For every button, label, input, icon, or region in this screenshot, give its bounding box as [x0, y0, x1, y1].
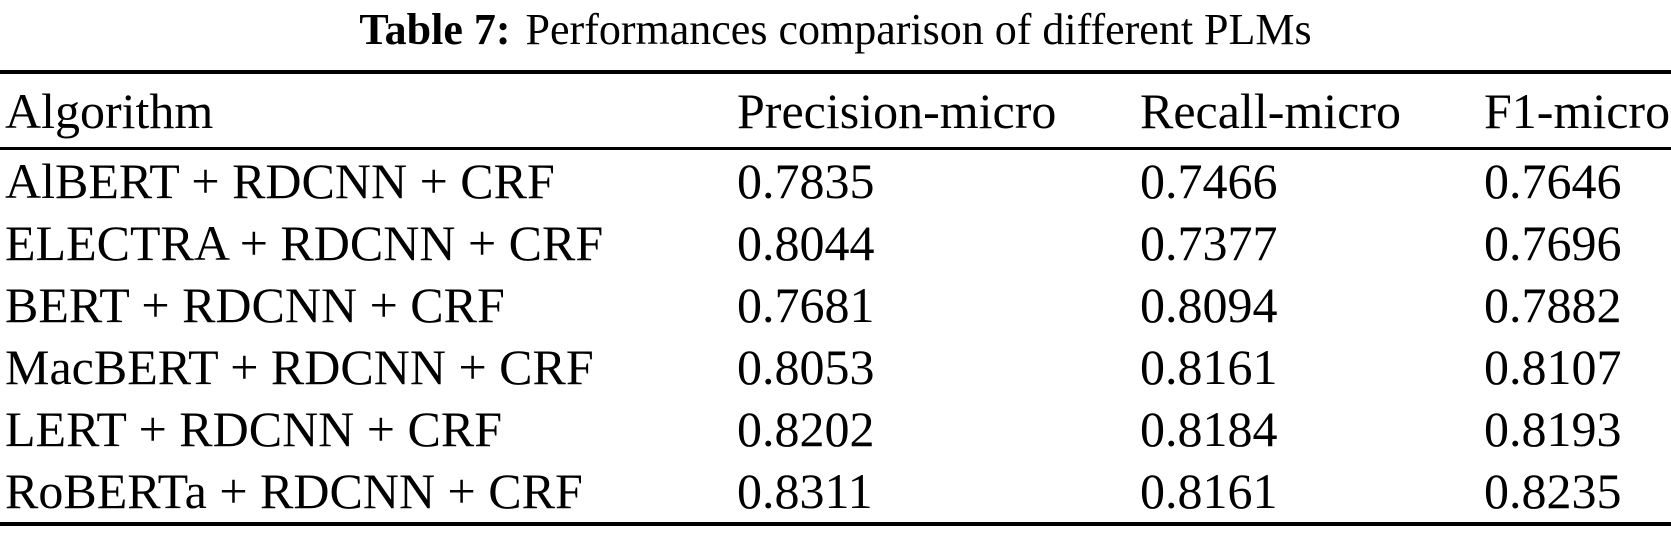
cell-precision-micro: 0.8044: [737, 215, 875, 271]
cell-f1-micro: 0.7696: [1484, 215, 1622, 271]
cell-precision-micro: 0.8311: [737, 463, 873, 519]
table-row: AlBERT + RDCNN + CRF 0.7835 0.7466 0.764…: [0, 149, 1671, 213]
cell-precision-micro: 0.7835: [737, 153, 875, 209]
table-row: LERT + RDCNN + CRF 0.8202 0.8184 0.8193: [0, 398, 1671, 460]
cell-recall-micro: 0.8094: [1140, 277, 1278, 333]
column-header-f1-micro: F1-micro: [1484, 72, 1671, 150]
cell-recall-micro: 0.7377: [1140, 215, 1278, 271]
column-header-algorithm: Algorithm: [0, 72, 737, 150]
table-row: MacBERT + RDCNN + CRF 0.8053 0.8161 0.81…: [0, 336, 1671, 398]
cell-algorithm: ELECTRA + RDCNN + CRF: [5, 215, 604, 271]
cell-recall-micro: 0.7466: [1140, 153, 1278, 209]
caption-label: Table 7:: [359, 5, 511, 54]
cell-recall-micro: 0.8161: [1140, 463, 1278, 519]
cell-f1-micro: 0.7882: [1484, 277, 1622, 333]
cell-algorithm: RoBERTa + RDCNN + CRF: [5, 463, 583, 519]
cell-algorithm: AlBERT + RDCNN + CRF: [5, 153, 555, 209]
cell-precision-micro: 0.8202: [737, 401, 875, 457]
cell-f1-micro: 0.7646: [1484, 153, 1622, 209]
cell-recall-micro: 0.8161: [1140, 339, 1278, 395]
cell-f1-micro: 0.8107: [1484, 339, 1622, 395]
table-caption: Table 7: Performances comparison of diffe…: [0, 0, 1671, 70]
results-table: Algorithm Precision-micro Recall-micro F…: [0, 70, 1671, 526]
cell-recall-micro: 0.8184: [1140, 401, 1278, 457]
cell-algorithm: LERT + RDCNN + CRF: [5, 401, 502, 457]
column-header-precision-micro: Precision-micro: [737, 72, 1140, 150]
cell-precision-micro: 0.8053: [737, 339, 875, 395]
cell-algorithm: BERT + RDCNN + CRF: [5, 277, 505, 333]
header-row: Algorithm Precision-micro Recall-micro F…: [0, 72, 1671, 150]
caption-text: Performances comparison of different PLM…: [525, 5, 1312, 54]
cell-algorithm: MacBERT + RDCNN + CRF: [5, 339, 594, 395]
table-row: BERT + RDCNN + CRF 0.7681 0.8094 0.7882: [0, 274, 1671, 336]
table-row: ELECTRA + RDCNN + CRF 0.8044 0.7377 0.76…: [0, 212, 1671, 274]
cell-f1-micro: 0.8235: [1484, 463, 1622, 519]
cell-f1-micro: 0.8193: [1484, 401, 1622, 457]
cell-precision-micro: 0.7681: [737, 277, 875, 333]
table-row: RoBERTa + RDCNN + CRF 0.8311 0.8161 0.82…: [0, 460, 1671, 524]
column-header-recall-micro: Recall-micro: [1140, 72, 1484, 150]
